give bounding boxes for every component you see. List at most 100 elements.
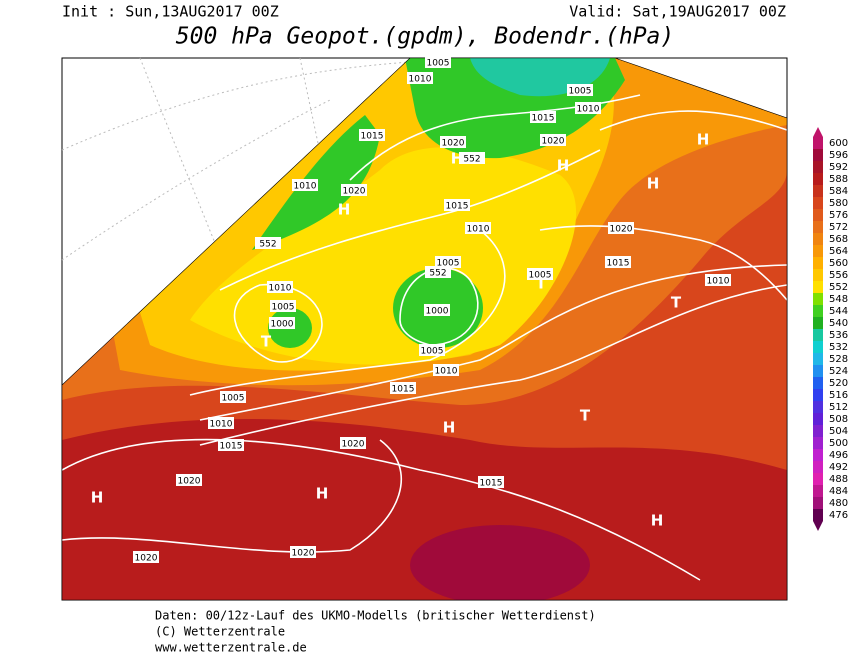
colorbar-label: 548 <box>829 294 848 305</box>
isobar-label: 552 <box>259 240 276 250</box>
isobar-label-box <box>575 102 601 114</box>
isobar-label: 1000 <box>426 307 449 317</box>
colorbar-label: 504 <box>829 426 848 437</box>
isobar-label: 1005 <box>569 87 592 97</box>
colorbar-swatch <box>813 257 823 269</box>
isobar-label-box <box>218 439 244 451</box>
isobar-label-box <box>270 300 296 312</box>
isobar-label: 1010 <box>269 284 292 294</box>
isobar-label-box <box>440 136 466 148</box>
isobar-label-box <box>444 199 470 211</box>
colorbar-label: 500 <box>829 438 848 449</box>
isobar-label-box <box>340 437 366 449</box>
pressure-center: T <box>671 294 682 312</box>
isobar-label-box <box>255 237 281 249</box>
isobar-label: 1015 <box>220 442 243 452</box>
colorbar-label: 488 <box>829 474 848 485</box>
colorbar-label: 552 <box>829 282 848 293</box>
isobar-label: 1020 <box>342 440 365 450</box>
colorbar-label: 544 <box>829 306 848 317</box>
pressure-center: H <box>338 201 351 219</box>
isobar-label: 1005 <box>222 394 245 404</box>
isobar-label: 1020 <box>542 137 565 147</box>
colorbar-label: 588 <box>829 174 848 185</box>
colorbar: 6005965925885845805765725685645605565525… <box>813 127 848 531</box>
colorbar-swatch <box>813 389 823 401</box>
colorbar-swatch <box>813 281 823 293</box>
colorbar-swatch <box>813 185 823 197</box>
isobar-label: 1005 <box>272 303 295 313</box>
isobar-label: 1015 <box>446 202 469 212</box>
colorbar-label: 556 <box>829 270 848 281</box>
colorbar-label: 540 <box>829 318 848 329</box>
isobar-label: 1015 <box>361 132 384 142</box>
isobar-label-box <box>176 474 202 486</box>
isobar-label: 1015 <box>480 479 503 489</box>
colorbar-label: 580 <box>829 198 848 209</box>
colorbar-swatch <box>813 245 823 257</box>
isobar-label-box <box>208 417 234 429</box>
colorbar-label: 532 <box>829 342 848 353</box>
colorbar-label: 572 <box>829 222 848 233</box>
colorbar-swatch <box>813 329 823 341</box>
isobar-label-box <box>267 281 293 293</box>
isobar-label-box <box>292 179 318 191</box>
pressure-center: H <box>451 150 464 168</box>
colorbar-swatch <box>813 161 823 173</box>
isobar-label: 1015 <box>392 385 415 395</box>
isobar-label-box <box>527 268 553 280</box>
isobar-label: 1010 <box>577 105 600 115</box>
isobar-label: 552 <box>429 269 446 279</box>
footer-line: (C) Wetterzentrale <box>155 625 285 639</box>
isobar-label-box <box>459 152 485 164</box>
colorbar-arrow <box>813 127 823 137</box>
colorbar-swatch <box>813 497 823 509</box>
isobar-label: 552 <box>463 155 480 165</box>
colorbar-label: 528 <box>829 354 848 365</box>
pressure-center: H <box>91 489 104 507</box>
isobar-label: 1015 <box>607 259 630 269</box>
pressure-center: T <box>261 333 272 351</box>
isobar-label-box <box>269 317 295 329</box>
isobar-label: 1005 <box>427 59 450 69</box>
isobar-label: 1020 <box>610 225 633 235</box>
pressure-center: H <box>647 175 660 193</box>
colorbar-swatch <box>813 485 823 497</box>
colorbar-swatch <box>813 473 823 485</box>
colorbar-label: 524 <box>829 366 848 377</box>
isobar-label-box <box>390 382 416 394</box>
colorbar-label: 576 <box>829 210 848 221</box>
isobar-label-box <box>359 129 385 141</box>
isobar-label-box <box>705 274 731 286</box>
colorbar-label: 492 <box>829 462 848 473</box>
colorbar-label: 496 <box>829 450 848 461</box>
isobar-label: 1005 <box>437 259 460 269</box>
isobar-label: 1020 <box>292 549 315 559</box>
colorbar-label: 596 <box>829 150 848 161</box>
colorbar-swatch <box>813 305 823 317</box>
colorbar-label: 508 <box>829 414 848 425</box>
colorbar-swatch <box>813 221 823 233</box>
isobar-label-box <box>425 56 451 68</box>
isobar-label: 1000 <box>271 320 294 330</box>
isobar-label-box <box>605 256 631 268</box>
isobar-label-box <box>540 134 566 146</box>
isobar-label: 1010 <box>294 182 317 192</box>
isobar-label-box <box>608 222 634 234</box>
map-title: 500 hPa Geopot.(gpdm), Bodendr.(hPa) <box>176 24 675 50</box>
colorbar-label: 600 <box>829 138 848 149</box>
isobar-label: 1010 <box>210 420 233 430</box>
colorbar-swatch <box>813 461 823 473</box>
isobar-label-box <box>133 551 159 563</box>
colorbar-label: 520 <box>829 378 848 389</box>
isobar-label-box <box>424 304 450 316</box>
isobar-label-box <box>290 546 316 558</box>
colorbar-label: 560 <box>829 258 848 269</box>
colorbar-swatch <box>813 365 823 377</box>
isobar-label-box <box>567 84 593 96</box>
pressure-center: H <box>557 157 570 175</box>
colorbar-label: 584 <box>829 186 848 197</box>
colorbar-label: 564 <box>829 246 848 257</box>
colorbar-swatch <box>813 353 823 365</box>
